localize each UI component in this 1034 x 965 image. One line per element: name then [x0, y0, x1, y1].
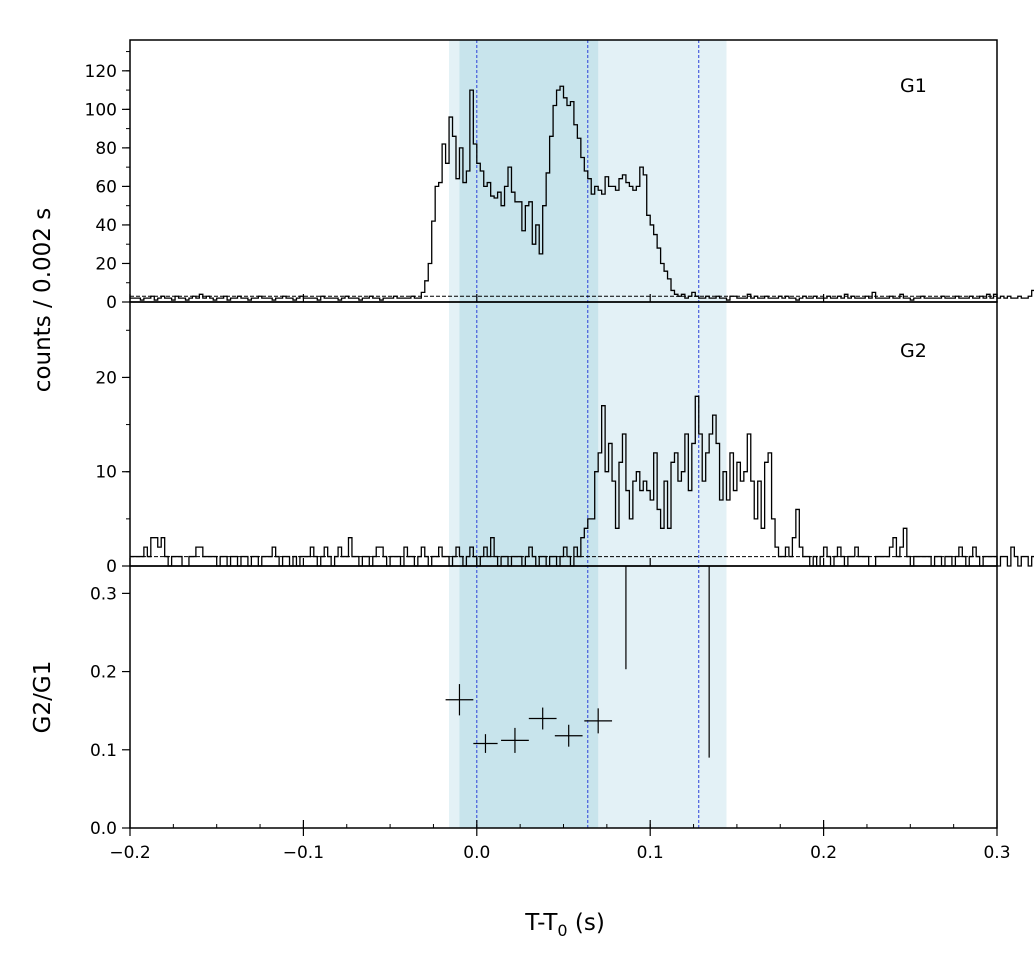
y-tick-label: 10 — [95, 463, 117, 483]
x-tick-label: −0.1 — [283, 843, 324, 863]
shade-inner — [459, 40, 599, 828]
x-axis-label-unit: (s) — [568, 910, 605, 936]
x-tick-label: 0.3 — [983, 843, 1010, 863]
y-tick-label: 20 — [95, 254, 117, 274]
y-tick-label: 0 — [106, 557, 117, 577]
y-tick-label: 0.2 — [90, 663, 117, 683]
y-tick-label: 0.1 — [90, 741, 117, 761]
y-tick-label: 40 — [95, 216, 117, 236]
x-axis-label-sub: 0 — [557, 921, 567, 940]
panel-label-g2: G2 — [900, 340, 927, 362]
panel-g1: 0 20 40 60 80 100 120 — [85, 39, 1034, 313]
panel-ratio: 0.0 0.1 0.2 0.3 — [90, 565, 998, 839]
y-axis-label-counts: counts / 0.002 s — [30, 208, 56, 392]
panel-label-g1: G1 — [900, 75, 927, 97]
y-tick-label: 80 — [95, 139, 117, 159]
x-tick-label: 0.2 — [810, 843, 837, 863]
x-axis: −0.2 −0.1 0.0 0.1 0.2 0.3 — [109, 294, 1011, 863]
y-tick-label: 20 — [95, 368, 117, 388]
y-axis-label-ratio: G2/G1 — [30, 661, 56, 734]
x-tick-label: 0.1 — [637, 843, 664, 863]
x-tick-label: −0.2 — [109, 843, 150, 863]
y-tick-label: 0.3 — [90, 584, 117, 604]
y-tick-label: 0 — [106, 293, 117, 313]
x-tick-label: 0.0 — [463, 843, 490, 863]
y-tick-label: 100 — [85, 100, 117, 120]
y-tick-label: 120 — [85, 62, 117, 82]
x-axis-label: T-T0 (s) — [524, 910, 605, 940]
y-tick-label: 60 — [95, 177, 117, 197]
y-tick-label: 0.0 — [90, 819, 117, 839]
x-axis-label-main: T-T — [524, 910, 558, 936]
